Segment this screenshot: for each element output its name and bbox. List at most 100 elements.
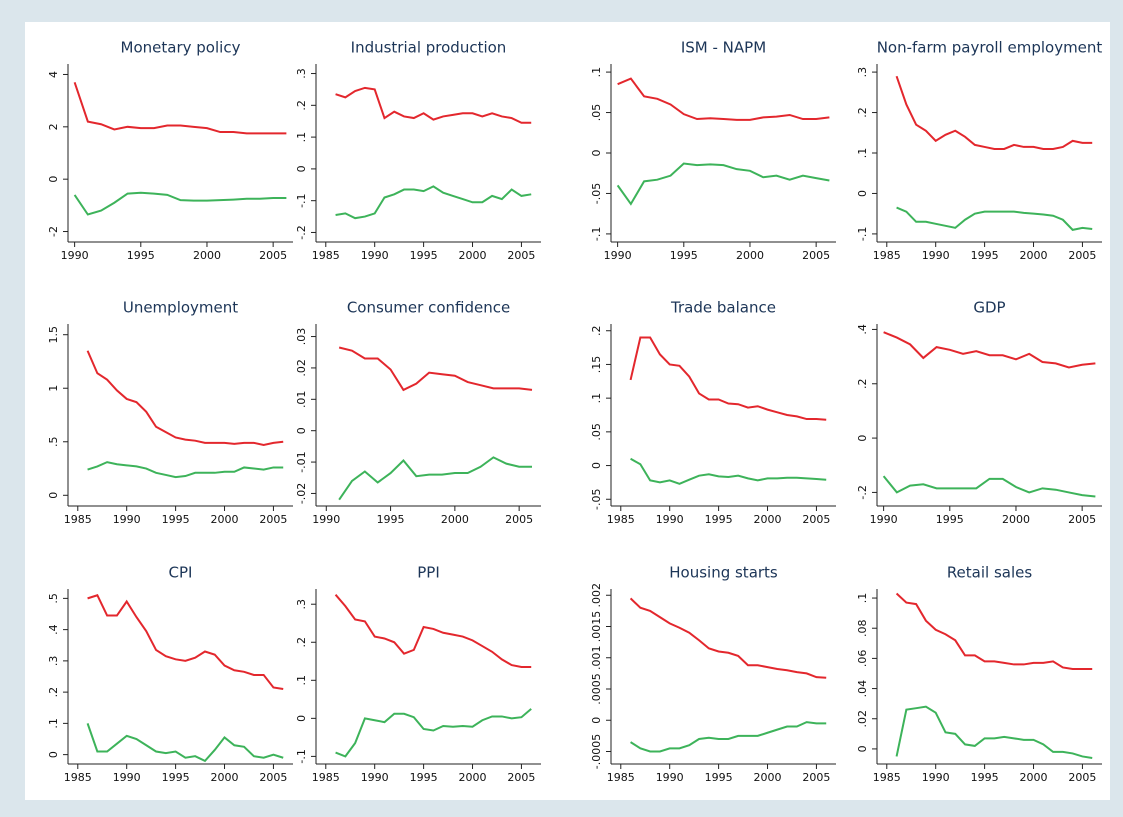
series-line <box>335 86 532 124</box>
x-tick-label: 2000 <box>736 249 764 262</box>
panel-title: Consumer confidence <box>347 299 510 317</box>
x-tick-label: 1990 <box>113 513 141 526</box>
x-tick-label: 2005 <box>505 513 533 526</box>
y-tick-label: .2 <box>856 379 869 390</box>
y-tick-label: .3 <box>295 599 308 610</box>
x-tick-label: 2000 <box>193 249 221 262</box>
y-tick-label: .4 <box>856 324 869 335</box>
x-tick-label: 2000 <box>211 513 239 526</box>
y-tick-label: -.01 <box>295 451 308 472</box>
x-tick-label: 1990 <box>922 771 950 784</box>
x-tick-label: 1990 <box>113 771 141 784</box>
y-tick-label: -.1 <box>856 227 869 241</box>
series-line <box>895 75 1093 150</box>
y-tick-label: .1 <box>295 675 308 686</box>
y-tick-label: .2 <box>856 107 869 118</box>
series-line <box>338 456 532 501</box>
series-line <box>882 475 1096 498</box>
y-tick-label: 0 <box>295 715 308 722</box>
x-tick-label: 2000 <box>1020 771 1048 784</box>
panel-title: ISM - NAPM <box>681 39 766 57</box>
x-tick-label: 1985 <box>64 513 92 526</box>
y-tick-label: -2 <box>47 226 60 237</box>
y-tick-label: .2 <box>47 687 60 698</box>
x-tick-label: 1995 <box>936 513 964 526</box>
x-tick-label: 1995 <box>971 771 999 784</box>
series-line <box>616 162 830 206</box>
x-tick-label: 2005 <box>259 249 287 262</box>
x-tick-label: 1995 <box>971 249 999 262</box>
y-tick-label: .02 <box>295 359 308 377</box>
y-tick-label: -.1 <box>295 193 308 207</box>
y-tick-label: -.02 <box>295 483 308 504</box>
y-tick-label: .1 <box>856 148 869 159</box>
series-line <box>335 185 532 220</box>
y-tick-label: 1 <box>47 385 60 392</box>
series-line <box>895 705 1093 759</box>
series-line <box>73 82 287 135</box>
y-tick-label: 0 <box>47 492 60 499</box>
y-tick-label: -.2 <box>295 225 308 239</box>
panel-title: Retail sales <box>947 564 1033 582</box>
x-tick-label: 1990 <box>604 249 632 262</box>
x-tick-label: 1990 <box>870 513 898 526</box>
x-tick-label: 1995 <box>377 513 405 526</box>
x-tick-label: 1995 <box>670 249 698 262</box>
y-tick-label: .2 <box>295 637 308 648</box>
x-tick-label: 1985 <box>312 249 340 262</box>
x-tick-label: 2000 <box>754 771 782 784</box>
x-tick-label: 1990 <box>312 513 340 526</box>
y-tick-label: .2 <box>590 325 603 336</box>
x-tick-label: 2005 <box>259 513 287 526</box>
series-line <box>630 457 827 485</box>
series-line <box>87 594 284 690</box>
x-tick-label: 1995 <box>705 513 733 526</box>
y-tick-label: .0005 <box>590 673 603 705</box>
y-tick-label: -.1 <box>590 227 603 241</box>
series-line <box>334 594 532 668</box>
series-line <box>86 350 284 447</box>
y-tick-label: .02 <box>856 710 869 728</box>
panel-title: CPI <box>169 564 193 582</box>
y-tick-label: 4 <box>47 71 60 78</box>
y-tick-label: .001 <box>590 646 603 671</box>
y-tick-label: .1 <box>856 593 869 604</box>
series-line <box>896 206 1093 231</box>
panel-title: Housing starts <box>669 564 778 582</box>
panel-title: Monetary policy <box>121 39 241 57</box>
y-tick-label: -.05 <box>590 489 603 510</box>
x-tick-label: 1985 <box>607 771 635 784</box>
x-tick-label: 2005 <box>1068 513 1096 526</box>
x-tick-label: 2005 <box>1068 771 1096 784</box>
x-tick-label: 2005 <box>507 771 535 784</box>
y-tick-label: 0 <box>295 165 308 172</box>
y-tick-label: -.1 <box>295 749 308 763</box>
x-tick-label: 1995 <box>127 249 155 262</box>
y-tick-label: .04 <box>856 680 869 698</box>
y-tick-label: 0 <box>47 751 60 758</box>
plot-region <box>25 22 1110 800</box>
x-tick-label: 1985 <box>312 771 340 784</box>
x-tick-label: 1990 <box>922 249 950 262</box>
y-tick-label: .08 <box>856 619 869 637</box>
panel-title: PPI <box>417 564 440 582</box>
y-tick-label: .05 <box>590 423 603 441</box>
x-tick-label: 2000 <box>211 771 239 784</box>
y-tick-label: 0 <box>590 150 603 157</box>
x-tick-label: 2005 <box>802 249 830 262</box>
y-tick-label: 0 <box>590 717 603 724</box>
y-tick-label: .002 <box>590 583 603 608</box>
series-line <box>630 721 827 753</box>
x-tick-label: 1995 <box>410 249 438 262</box>
y-tick-label: 0 <box>856 190 869 197</box>
x-tick-label: 1995 <box>162 771 190 784</box>
x-tick-label: 1985 <box>873 771 901 784</box>
y-tick-label: .06 <box>856 650 869 668</box>
y-tick-label: .01 <box>295 391 308 409</box>
x-tick-label: 2005 <box>802 771 830 784</box>
series-line <box>883 331 1096 369</box>
y-tick-label: 0 <box>47 176 60 183</box>
series-line <box>87 461 284 479</box>
x-tick-label: 1985 <box>64 771 92 784</box>
x-tick-label: 2005 <box>1068 249 1096 262</box>
